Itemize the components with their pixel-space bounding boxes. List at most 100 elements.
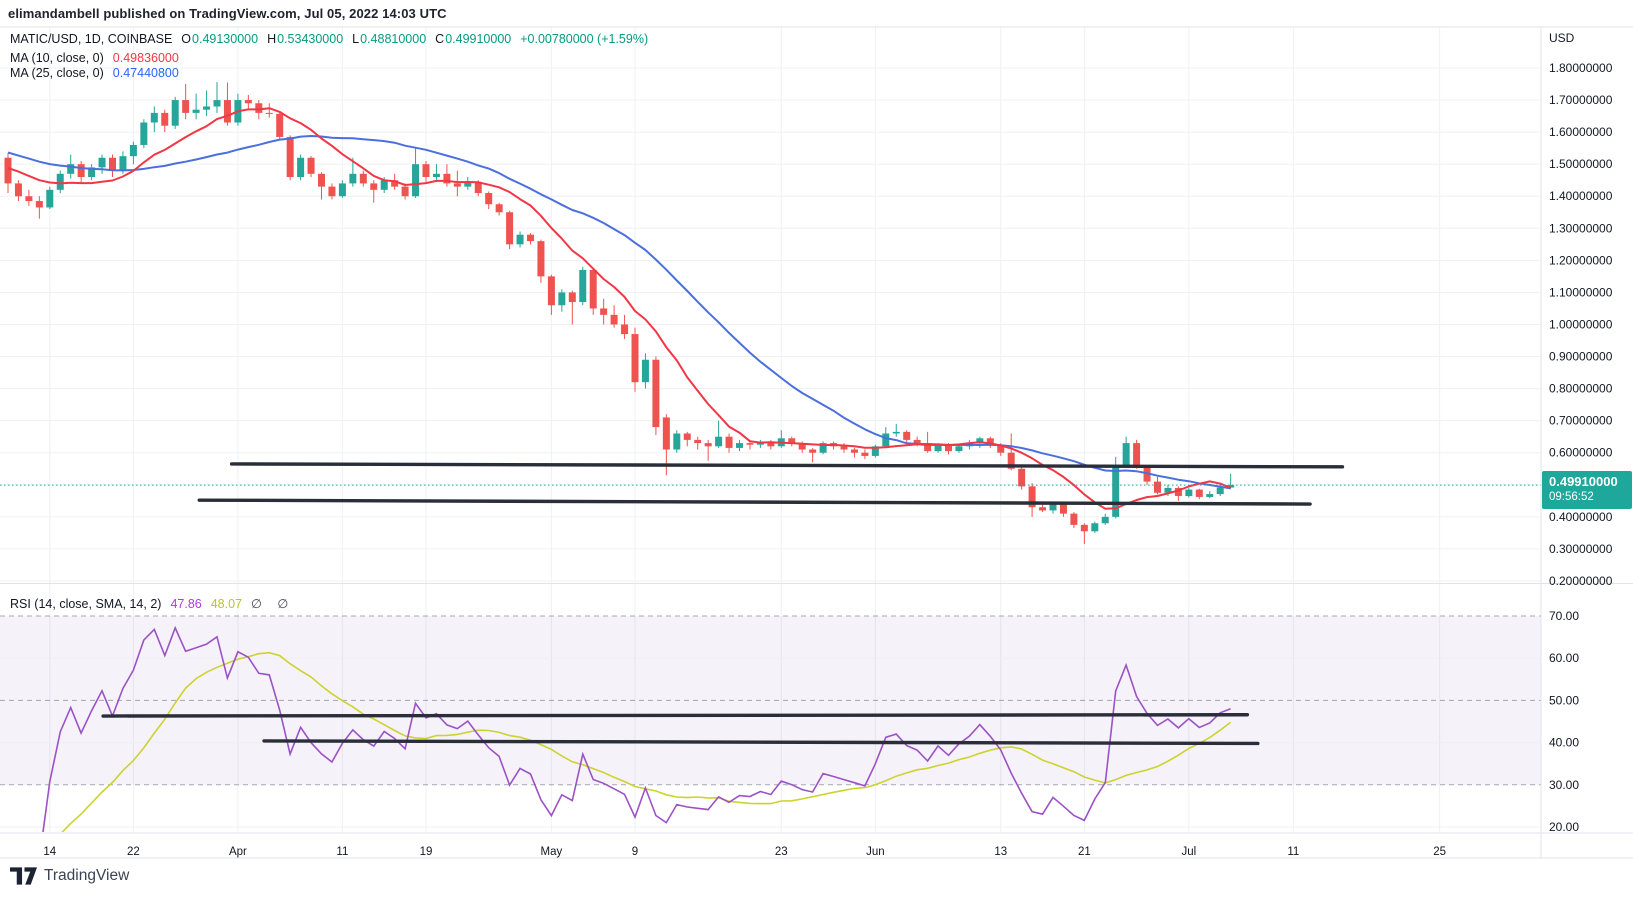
tradingview-watermark[interactable]: TradingView (10, 867, 129, 885)
candle-body (129, 144, 137, 157)
candle-body (77, 164, 85, 178)
candle-body (1122, 443, 1130, 466)
price-axis-label: 1.00000000 (1549, 317, 1613, 331)
close-value: 0.49910000 (445, 32, 512, 46)
candle-body (631, 334, 639, 383)
ma25-legend-row: MA (25, close, 0) 0.47440800 (10, 66, 188, 80)
candle-body (349, 173, 357, 184)
grid-layer (0, 27, 1541, 833)
candle-body (516, 234, 524, 245)
candle-body (359, 173, 367, 184)
rsi-axis-label: 50.00 (1549, 693, 1579, 707)
trendline[interactable] (197, 498, 1312, 506)
candle-body (673, 433, 681, 450)
time-axis-label: 23 (775, 846, 788, 858)
candle-body (840, 446, 848, 450)
candle-body (694, 439, 702, 444)
candle-body (370, 183, 378, 190)
price-axis-label: 1.70000000 (1549, 93, 1613, 107)
symbol-name[interactable]: MATIC/USD, 1D, COINBASE (10, 32, 173, 46)
ma10-line[interactable] (7, 107, 1231, 510)
candle-body (255, 103, 263, 113)
candle-countdown: 09:56:52 (1549, 491, 1594, 504)
candle-body (422, 164, 430, 178)
candle-body (798, 443, 806, 450)
candle-body (934, 444, 942, 452)
rsi-trendline[interactable] (262, 739, 1260, 746)
rsi-axis-label: 40.00 (1549, 736, 1579, 750)
candle-body (401, 186, 409, 197)
candle-body (955, 446, 963, 452)
candle-body (474, 181, 482, 194)
current-price-badge: 0.49910000 09:56:52 (1542, 471, 1632, 509)
candle-body (903, 431, 911, 440)
axes-layer (0, 26, 1633, 859)
candle-body (976, 438, 984, 444)
time-axis-label: Jun (866, 846, 885, 858)
time-axis-label: 11 (336, 846, 348, 858)
candle-body (46, 189, 54, 208)
candle-body (850, 449, 858, 453)
candle-body (1154, 481, 1161, 493)
candle-body (213, 100, 221, 107)
candle-body (683, 433, 691, 440)
rsi-line[interactable] (8, 625, 1231, 860)
candle-body (25, 196, 33, 202)
candle-body (997, 444, 1005, 453)
ma25-line[interactable] (7, 135, 1231, 490)
candle-body (568, 292, 576, 303)
rsi-axis-label: 60.00 (1549, 651, 1579, 665)
price-axis-label: 0.80000000 (1549, 382, 1613, 396)
candle-body (788, 438, 796, 444)
change-value: +0.00780000 (+1.59%) (520, 32, 649, 46)
time-axis-label: May (541, 846, 563, 858)
time-axis-label: 9 (632, 846, 638, 858)
candle-body (192, 109, 200, 113)
trendline[interactable] (229, 462, 1345, 469)
candle-body (140, 122, 148, 145)
price-axis-label: 1.30000000 (1549, 221, 1613, 235)
candle-body (1091, 523, 1099, 532)
candle-body (1049, 504, 1057, 511)
rsi-label[interactable]: RSI (14, close, SMA, 14, 2) (10, 597, 162, 611)
candle-body (88, 167, 96, 178)
candle-body (307, 157, 315, 174)
price-axis-label: 0.90000000 (1549, 350, 1613, 364)
ma25-label[interactable]: MA (25, close, 0) (10, 66, 104, 80)
price-axis-label: 1.20000000 (1549, 253, 1613, 267)
candle-body (986, 438, 994, 445)
ma10-legend-row: MA (10, close, 0) 0.49836000 (10, 51, 188, 65)
candle-body (1007, 452, 1015, 469)
rsi-empty-set-icons: ∅ ∅ (251, 597, 295, 611)
ma10-label[interactable]: MA (10, close, 0) (10, 51, 104, 65)
price-axis-label: 1.10000000 (1549, 285, 1613, 299)
rsi-legend-row: RSI (14, close, SMA, 14, 2) 47.86 48.07 ∅ ∅ (10, 596, 303, 611)
candle-body (610, 314, 618, 325)
candle-body (432, 173, 440, 178)
candle-body (1059, 504, 1067, 514)
candle-body (14, 183, 22, 197)
candle-body (547, 276, 555, 306)
candle-body (98, 157, 106, 168)
candle-body (35, 201, 43, 208)
price-axis-label: 1.60000000 (1549, 125, 1613, 139)
price-axis-label: 1.40000000 (1549, 189, 1613, 203)
price-axis-label: 0.20000000 (1549, 574, 1613, 588)
candle-body (1101, 516, 1109, 524)
rsi-trendline[interactable] (101, 713, 1250, 718)
close-label: C (435, 32, 445, 46)
price-pane (0, 82, 1541, 545)
candle-body (223, 100, 231, 123)
candle-body (913, 439, 921, 444)
time-axis-label: 25 (1433, 846, 1446, 858)
candle-body (56, 173, 64, 190)
candle-body (1164, 487, 1172, 493)
low-label: L (352, 32, 360, 46)
candle-body (579, 269, 587, 303)
candle-body (203, 106, 211, 110)
candle-body (924, 443, 932, 452)
high-label: H (267, 32, 277, 46)
rsi-sma-line[interactable] (29, 651, 1232, 854)
candle-body (1185, 489, 1193, 497)
